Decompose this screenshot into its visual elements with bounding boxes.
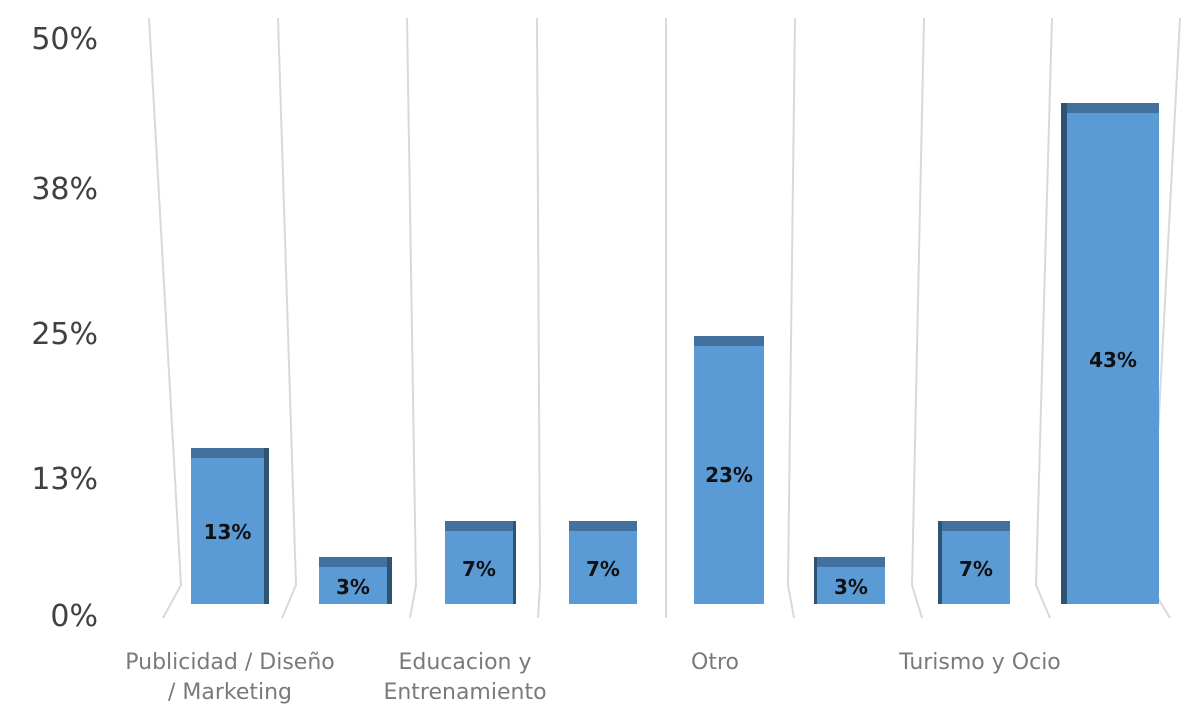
x-label-publicidad: Publicidad / Diseño / Marketing xyxy=(125,650,335,705)
bar-value-label: 7% xyxy=(586,557,620,581)
x-label-otro: Otro xyxy=(691,650,739,675)
bar-turismo: 7% xyxy=(938,521,1010,604)
bar-value-label: 7% xyxy=(959,557,993,581)
bar-educacion: 7% xyxy=(445,521,516,604)
bar-value-label: 43% xyxy=(1089,348,1137,372)
bar-8: 43% xyxy=(1061,103,1159,604)
bar-value-label: 13% xyxy=(203,520,252,544)
bar-4: 7% xyxy=(569,521,637,604)
bar-value-label: 23% xyxy=(705,463,753,487)
bar-value-label: 3% xyxy=(336,575,370,599)
y-tick-38: 38% xyxy=(31,172,98,207)
x-label-turismo: Turismo y Ocio xyxy=(899,650,1061,675)
y-tick-13: 13% xyxy=(31,462,98,497)
y-tick-50: 50% xyxy=(31,22,98,57)
bar-otro: 23% xyxy=(694,336,764,604)
y-tick-25: 25% xyxy=(31,317,98,352)
y-tick-0: 0% xyxy=(50,599,98,634)
x-label-educacion: Educacion y Entrenamiento xyxy=(383,650,547,705)
bar-6: 3% xyxy=(814,557,885,604)
bar-value-label: 7% xyxy=(462,557,496,581)
bar-value-label: 3% xyxy=(834,575,868,599)
bar-publicidad: 13% xyxy=(191,448,269,604)
bar-2: 3% xyxy=(319,557,392,604)
